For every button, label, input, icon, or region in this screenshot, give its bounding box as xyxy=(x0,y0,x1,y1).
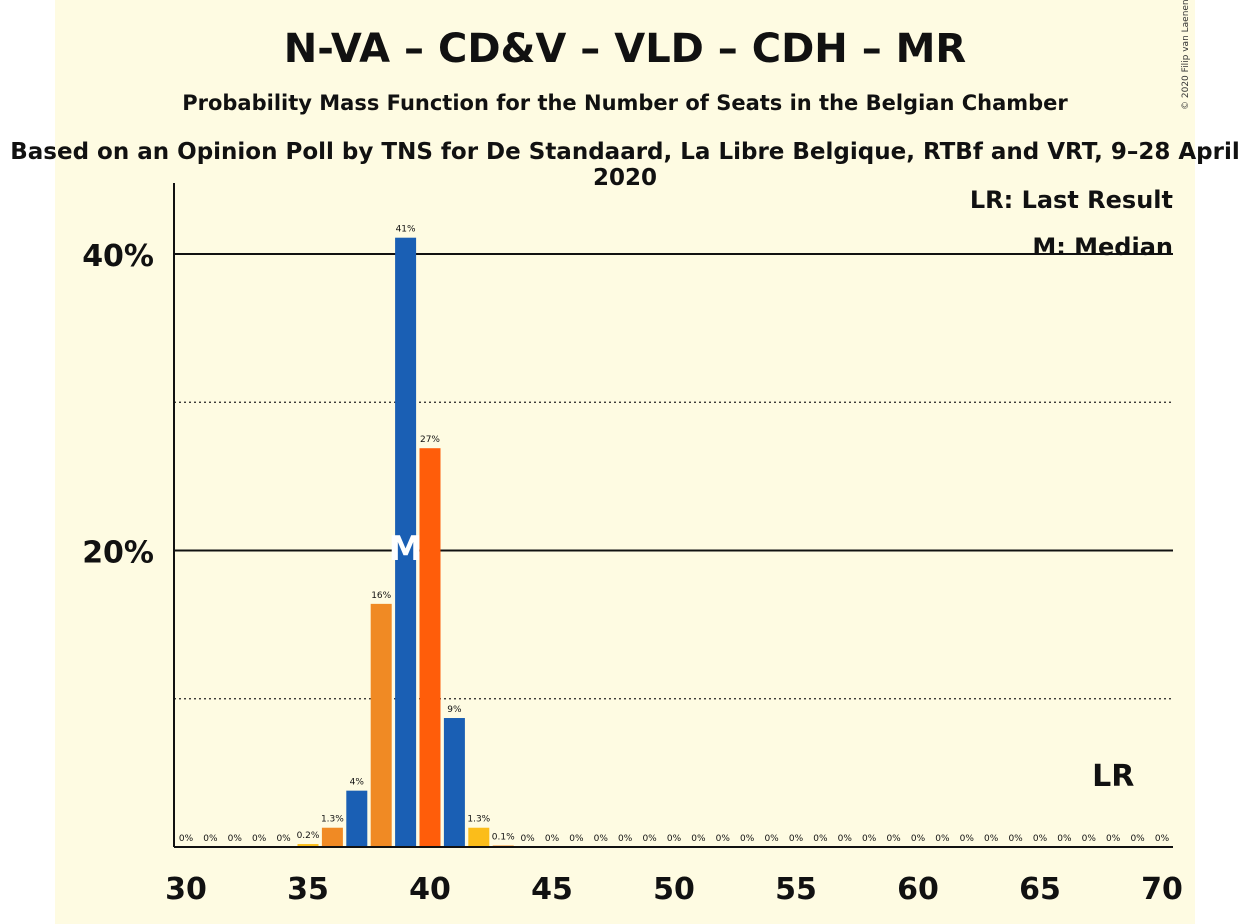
bar-label-47: 0% xyxy=(594,834,609,844)
chart-title: N-VA – CD&V – VLD – CDH – MR xyxy=(283,26,967,72)
median-marker: M xyxy=(389,529,423,569)
bar-label-57: 0% xyxy=(838,834,853,844)
x-tick-label: 60 xyxy=(897,872,939,907)
x-tick-label: 70 xyxy=(1141,872,1183,907)
x-tick-label: 55 xyxy=(775,872,817,907)
bar-label-61: 0% xyxy=(935,834,950,844)
bar-label-38: 16% xyxy=(371,591,391,601)
chart-subtitle: Probability Mass Function for the Number… xyxy=(182,91,1068,115)
x-tick-label: 30 xyxy=(165,872,207,907)
bar-label-36: 1.3% xyxy=(321,815,344,825)
bar-label-37: 4% xyxy=(350,778,365,788)
bar-label-35: 0.2% xyxy=(297,831,320,841)
bar-label-41: 9% xyxy=(447,705,462,715)
bar-38 xyxy=(370,603,392,847)
bar-label-66: 0% xyxy=(1057,834,1072,844)
x-tick-label: 35 xyxy=(287,872,329,907)
bar-37 xyxy=(346,790,368,847)
y-tick-label: 20% xyxy=(82,536,154,571)
bar-41 xyxy=(443,718,465,847)
bar-label-60: 0% xyxy=(911,834,926,844)
bar-35 xyxy=(297,844,319,847)
bar-label-51: 0% xyxy=(691,834,706,844)
bar-label-32: 0% xyxy=(228,834,243,844)
bar-label-68: 0% xyxy=(1106,834,1121,844)
bar-label-49: 0% xyxy=(642,834,657,844)
bar-label-31: 0% xyxy=(203,834,218,844)
chart-caption: Based on an Opinion Poll by TNS for De S… xyxy=(10,139,1240,191)
x-tick-label: 65 xyxy=(1019,872,1061,907)
bar-label-62: 0% xyxy=(960,834,975,844)
legend-last-result: LR: Last Result xyxy=(969,186,1173,214)
bar-36 xyxy=(321,827,343,847)
bar-label-44: 0% xyxy=(520,834,535,844)
last-result-marker: LR xyxy=(1092,759,1134,794)
x-tick-label: 40 xyxy=(409,872,451,907)
bar-42 xyxy=(468,827,490,847)
bar-label-43: 0.1% xyxy=(492,833,515,843)
x-tick-label: 45 xyxy=(531,872,573,907)
bar-label-30: 0% xyxy=(179,834,194,844)
bar-label-69: 0% xyxy=(1130,834,1145,844)
bar-label-46: 0% xyxy=(569,834,584,844)
bar-label-53: 0% xyxy=(740,834,755,844)
bar-label-59: 0% xyxy=(886,834,901,844)
x-tick-label: 50 xyxy=(653,872,695,907)
bar-label-42: 1.3% xyxy=(467,815,490,825)
bar-label-63: 0% xyxy=(984,834,999,844)
chart-background xyxy=(55,0,1195,924)
bar-label-54: 0% xyxy=(764,834,779,844)
bar-label-50: 0% xyxy=(667,834,682,844)
bar-label-65: 0% xyxy=(1033,834,1048,844)
bar-39 xyxy=(395,237,417,847)
bar-label-58: 0% xyxy=(862,834,877,844)
bar-label-48: 0% xyxy=(618,834,633,844)
bar-label-33: 0% xyxy=(252,834,267,844)
y-tick-label: 40% xyxy=(82,239,154,274)
bar-label-40: 27% xyxy=(420,435,440,445)
bar-label-45: 0% xyxy=(545,834,560,844)
legend-median: M: Median xyxy=(1032,233,1173,261)
bar-label-39: 41% xyxy=(396,225,416,235)
bar-label-55: 0% xyxy=(789,834,804,844)
bar-label-34: 0% xyxy=(276,834,291,844)
bar-label-67: 0% xyxy=(1082,834,1097,844)
bar-label-70: 0% xyxy=(1155,834,1170,844)
bar-label-64: 0% xyxy=(1008,834,1023,844)
bar-label-52: 0% xyxy=(716,834,731,844)
bar-label-56: 0% xyxy=(813,834,828,844)
bar-40 xyxy=(419,448,441,847)
